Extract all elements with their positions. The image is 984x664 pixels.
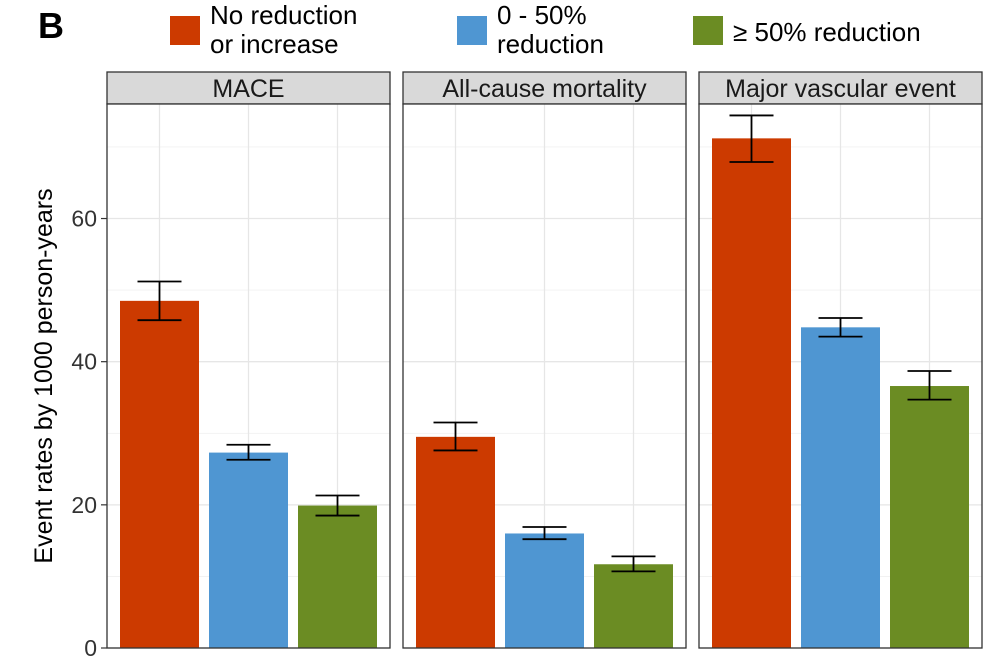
- bar-3: [594, 564, 673, 648]
- legend-key-2: [457, 16, 487, 45]
- y-tick-label: 0: [84, 635, 97, 661]
- panel-border: [698, 103, 983, 649]
- facet-panels: MACE All-cause mortality Major vascular ev…: [106, 71, 983, 649]
- y-axis: 0 20 40 60: [71, 206, 107, 661]
- y-tick-label: 20: [71, 492, 97, 518]
- facet-2: All-cause mortality: [402, 71, 687, 649]
- panel-border: [106, 103, 391, 649]
- legend-label-1: No reduction: [210, 0, 357, 30]
- bar-1: [416, 436, 495, 648]
- bar-2: [505, 533, 584, 648]
- y-tick-label: 60: [71, 206, 97, 232]
- facet-title: MACE: [212, 75, 284, 103]
- bar-3: [890, 386, 969, 648]
- bar-2: [209, 452, 288, 648]
- panel-label: B: [38, 5, 64, 46]
- panel-border: [402, 103, 687, 649]
- legend-key-3: [693, 16, 723, 45]
- legend-label-1: or increase: [210, 29, 339, 59]
- y-tick-label: 40: [71, 349, 97, 375]
- bar-3: [298, 505, 377, 648]
- facet-strip: [106, 71, 391, 105]
- legend-label-3: ≥ 50% reduction: [733, 17, 921, 47]
- facet-title: Major vascular event: [725, 75, 956, 103]
- facet-strip: [402, 71, 687, 105]
- legend-key-1: [170, 16, 200, 45]
- facet-title: All-cause mortality: [442, 75, 647, 103]
- facet-3: Major vascular event: [698, 71, 983, 649]
- bar-1: [712, 138, 791, 648]
- y-axis-label: Event rates by 1000 person-years: [30, 188, 58, 563]
- legend-label-2: 0 - 50%: [497, 0, 587, 30]
- bar-1: [120, 300, 199, 648]
- bar-2: [801, 327, 880, 648]
- facet-strip: [698, 71, 983, 105]
- legend-label-2: reduction: [497, 29, 604, 59]
- facet-1: MACE: [106, 71, 391, 649]
